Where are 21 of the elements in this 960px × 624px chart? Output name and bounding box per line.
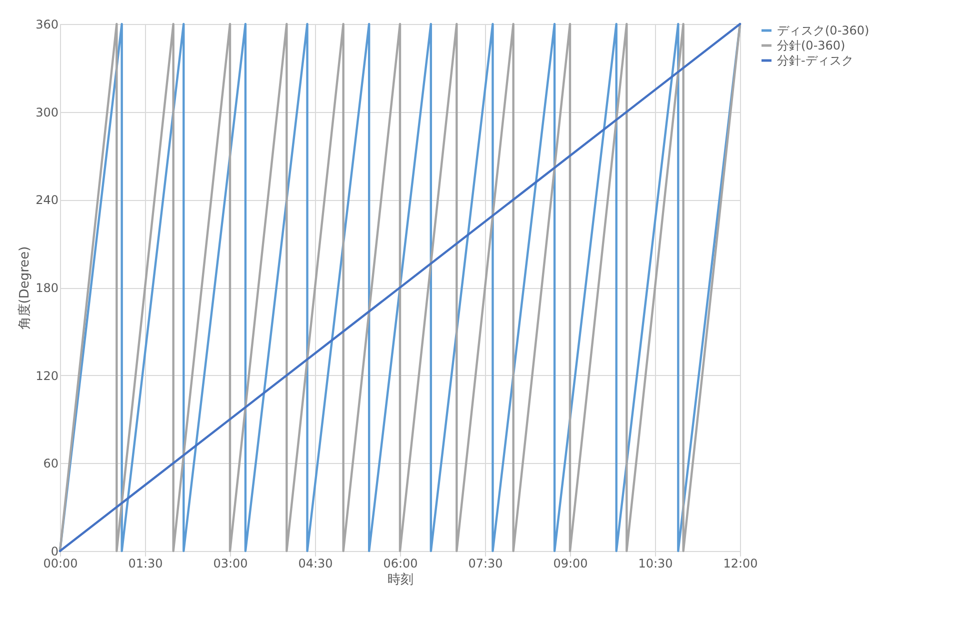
y-tick-label: 360 xyxy=(36,18,58,32)
x-tick-label: 07:30 xyxy=(468,556,503,570)
x-tick-label: 03:00 xyxy=(213,556,248,570)
y-tick-label: 240 xyxy=(36,193,58,208)
x-tick-label: 01:30 xyxy=(128,556,163,570)
x-tick-label: 12:00 xyxy=(723,556,758,570)
x-tick-label: 10:30 xyxy=(638,556,673,570)
x-axis-title: 時刻 xyxy=(388,572,414,588)
legend-label: ディスク(0-360) xyxy=(777,24,870,38)
y-tick-label: 120 xyxy=(36,368,58,383)
y-tick-label: 60 xyxy=(43,456,58,471)
x-tick-label: 09:00 xyxy=(553,556,588,570)
y-tick-label: 180 xyxy=(36,281,58,295)
y-tick-label: 0 xyxy=(50,544,58,558)
legend-label: 分針(0-360) xyxy=(777,38,846,52)
y-tick-label: 300 xyxy=(36,105,58,120)
y-axis-title: 角度(Degree) xyxy=(16,246,33,330)
x-tick-label: 00:00 xyxy=(43,556,78,570)
x-tick-label: 06:00 xyxy=(383,556,418,570)
x-tick-label: 04:30 xyxy=(298,556,333,570)
legend-label: 分針-ディスク xyxy=(777,54,854,68)
